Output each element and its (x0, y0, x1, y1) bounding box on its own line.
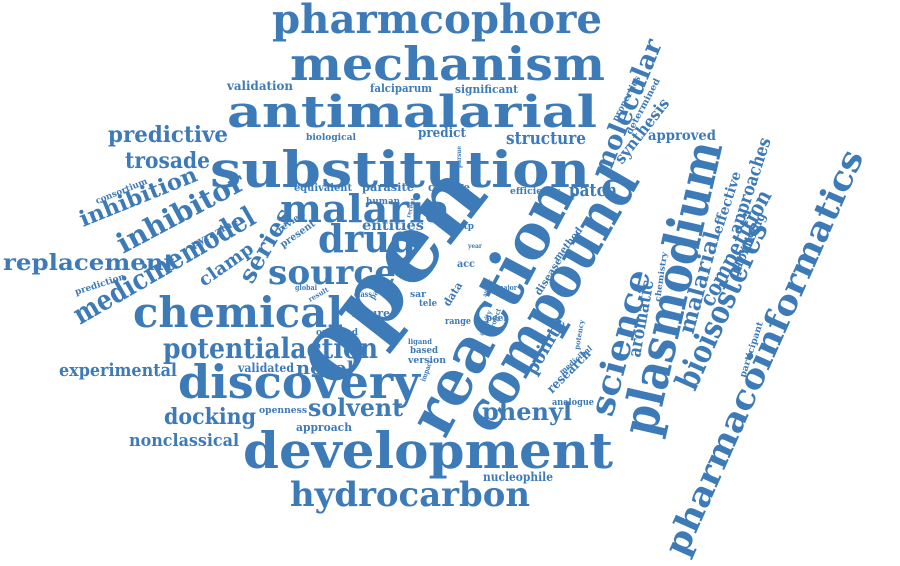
word-sar: sar (410, 290, 426, 300)
word-pursue: pursue (456, 146, 463, 168)
word-predictive: predictive (108, 122, 228, 148)
word-parasite: parasite (362, 181, 414, 194)
word-year: year (467, 243, 483, 250)
word-patch: patch (569, 180, 617, 201)
word-replacement: replacement (3, 250, 176, 276)
word-predict: predict (418, 126, 466, 141)
word-mechanism: mechanism (290, 37, 605, 91)
word-pharmcophore: pharmcophore (272, 0, 602, 43)
word-tele: tele (419, 299, 437, 309)
word-openness: openness (259, 406, 307, 416)
word-major: major (497, 283, 517, 292)
word-approved: approved (648, 128, 716, 144)
word-nonclassical: nonclassical (129, 431, 240, 451)
word-class: class (354, 289, 372, 299)
word-source: source (268, 253, 396, 293)
word-peer: peer (486, 314, 508, 324)
word-discovery: discovery (178, 355, 421, 409)
word-future: future (352, 307, 390, 320)
word-phenyl: phenyl (482, 397, 572, 426)
word-novel: novel (296, 358, 354, 379)
word-substitution: substitution (210, 140, 590, 199)
word-structure: structure (506, 128, 586, 149)
word-ligand: ligand (408, 337, 432, 346)
word-version: version (407, 356, 447, 366)
word-development: development (243, 421, 613, 480)
word-outlined: outlined (316, 328, 359, 338)
word-biological: biological (306, 133, 357, 143)
word-antimalarial: antimalarial (227, 87, 597, 138)
word-range: range (445, 317, 471, 327)
word-docking: docking (164, 404, 256, 430)
word-hydrocarbon: hydrocarbon (290, 475, 530, 515)
word-acc: acc (457, 259, 475, 270)
word-malaria: malaria (280, 186, 450, 231)
word-human: human (366, 197, 400, 207)
word-recent: recent (405, 197, 417, 218)
word-analogue: analogue (552, 398, 594, 408)
word-entities: entities (362, 218, 424, 234)
word-solvent: solvent (308, 393, 403, 422)
word-approach: approach (296, 421, 352, 434)
word-drug: drug (318, 216, 416, 261)
word-equivalent: equivalent (294, 183, 352, 194)
word-validated: validated (237, 361, 294, 375)
word-falciparum: falciparum (370, 82, 432, 95)
word-based: based (410, 346, 439, 356)
word-validation: validation (226, 79, 293, 93)
word-global: global (295, 283, 317, 292)
word-efficiency: efficiency (510, 187, 561, 197)
word-pfatp: pfatp (448, 222, 474, 232)
word-experimental: experimental (59, 360, 177, 381)
word-potentialaction: potentialaction (163, 332, 378, 365)
word-trosade: trosade (125, 148, 210, 174)
word-nucleophile: nucleophile (483, 470, 553, 484)
word-cubane: cubane (428, 181, 470, 194)
word-chemical: chemical (133, 288, 343, 337)
word-significant: significant (455, 83, 519, 96)
